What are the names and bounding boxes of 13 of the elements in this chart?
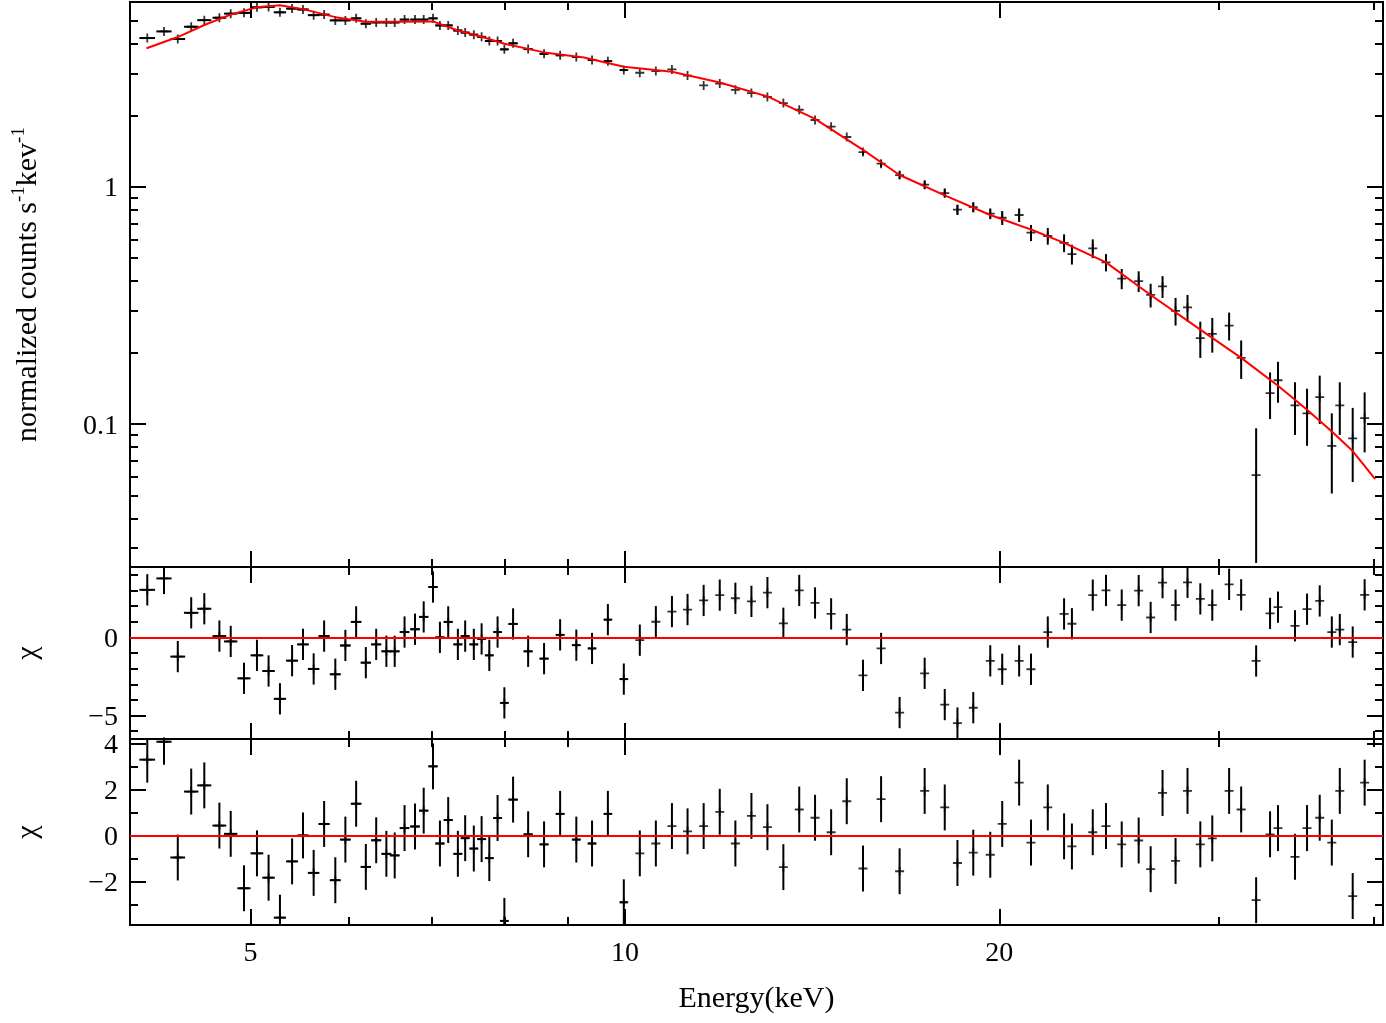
y-axis-title: χ	[8, 824, 42, 840]
y-axis-title: χ	[8, 645, 42, 661]
x-tick-label: 20	[985, 935, 1014, 967]
x-tick-label: 10	[610, 935, 639, 967]
y-tick-label: 0.1	[83, 408, 118, 440]
y-tick-label: 0	[104, 819, 118, 851]
y-tick-label: 2	[104, 774, 118, 806]
y-axis-title: normalized counts s-1kev-1	[7, 127, 42, 442]
y-tick-label: 0	[104, 621, 118, 653]
x-tick-label: 5	[243, 935, 258, 967]
y-tick-label: −2	[88, 865, 118, 897]
y-tick-label: 1	[104, 171, 118, 203]
x-axis-title: Energy(keV)	[678, 979, 835, 1014]
